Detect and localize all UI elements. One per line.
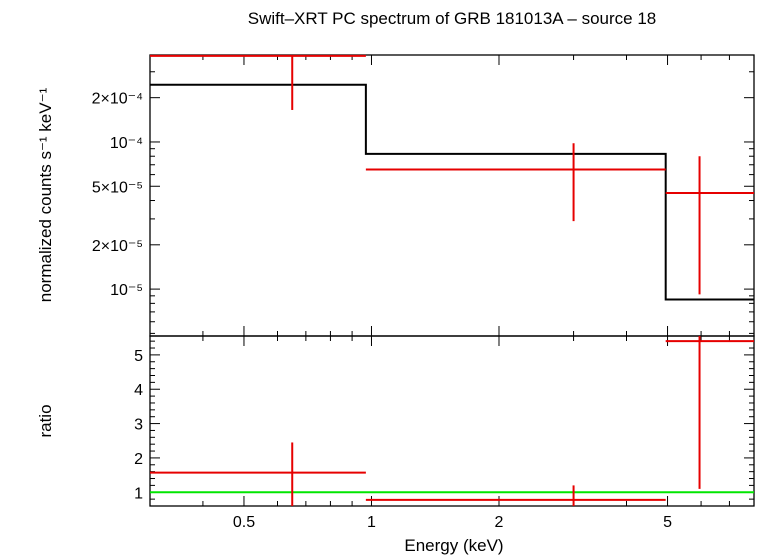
- spectrum-y-tick-label: 2×10⁻⁴: [92, 91, 143, 108]
- ratio-y-tick-label: 3: [134, 417, 143, 434]
- spectrum-model-step-line: [150, 83, 754, 301]
- x-axis-label: Energy (keV): [404, 536, 503, 555]
- spectrum-y-tick-label: 2×10⁻⁵: [92, 238, 143, 255]
- ratio-x-tick-label: 2: [495, 514, 504, 531]
- spectrum-y-axis-label: normalized counts s⁻¹ keV⁻¹: [36, 87, 55, 302]
- ratio-y-axis-label: ratio: [36, 404, 55, 437]
- spectrum-y-tick-label: 5×10⁻⁵: [92, 179, 143, 196]
- ratio-panel: 0.5 1 2 5 1 2 3 4 5: [134, 335, 755, 531]
- ratio-x-tick-label: 5: [663, 514, 672, 531]
- ratio-plot-frame: [149, 335, 755, 507]
- ratio-y-tick-label: 5: [134, 348, 143, 365]
- spectrum-y-tick-label: 10⁻⁵: [110, 282, 143, 299]
- spectrum-y-tick-label: 10⁻⁴: [110, 135, 143, 152]
- ratio-x-tick-label: 0.5: [233, 514, 255, 531]
- ratio-y-tick-label: 1: [134, 485, 143, 502]
- chart-title: Swift–XRT PC spectrum of GRB 181013A – s…: [248, 9, 657, 28]
- ratio-y-tick-label: 4: [134, 382, 143, 399]
- ratio-x-tick-label: 1: [367, 514, 376, 531]
- ratio-y-tick-label: 2: [134, 451, 143, 468]
